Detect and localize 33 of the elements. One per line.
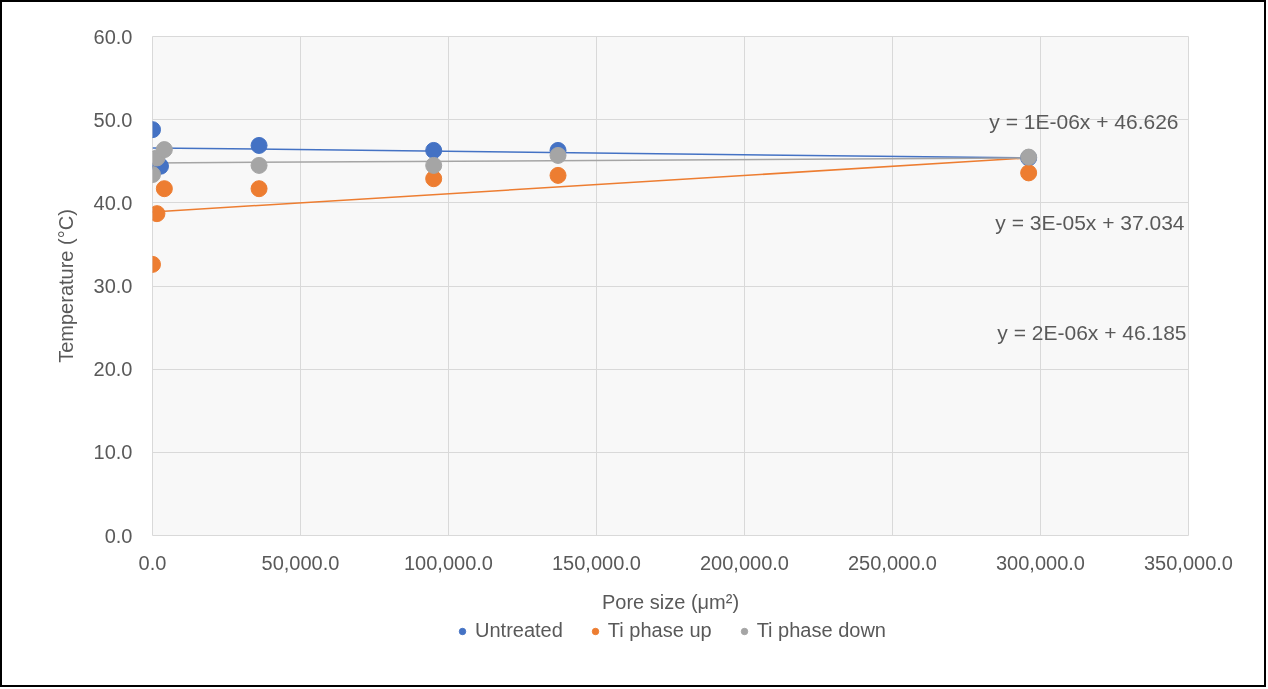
point bbox=[250, 156, 268, 174]
x-tick-label: 350,000.0 bbox=[1144, 551, 1233, 574]
y-tick-label: 30.0 bbox=[93, 275, 133, 297]
point bbox=[549, 146, 567, 164]
y-tick-label: 50.0 bbox=[93, 108, 133, 131]
point bbox=[155, 141, 173, 159]
point bbox=[250, 136, 268, 154]
y-axis-title: Temperature (°C) bbox=[54, 209, 77, 363]
x-tick-label: 50,000.0 bbox=[261, 551, 340, 574]
point bbox=[155, 180, 173, 198]
point bbox=[1020, 164, 1038, 182]
legend-label: Untreated bbox=[475, 619, 563, 642]
annotation: y = 1E-06x + 46.626 bbox=[989, 109, 1179, 133]
point bbox=[250, 180, 268, 198]
annotation: y = 3E-05x + 37.034 bbox=[995, 211, 1185, 235]
legend-label: Ti phase down bbox=[756, 619, 886, 642]
y-tick-label: 20.0 bbox=[93, 358, 133, 381]
point bbox=[425, 141, 443, 159]
x-tick-label: 150,000.0 bbox=[552, 551, 641, 574]
x-tick-label: 300,000.0 bbox=[996, 551, 1085, 574]
x-tick-label: 100,000.0 bbox=[404, 551, 493, 574]
x-tick-label: 250,000.0 bbox=[848, 551, 937, 574]
point bbox=[425, 156, 443, 174]
annotation: y = 2E-06x + 46.185 bbox=[997, 320, 1187, 344]
x-tick-label: 0.0 bbox=[138, 551, 167, 574]
legend-label: Ti phase up bbox=[607, 619, 712, 642]
y-tick-label: 40.0 bbox=[93, 191, 133, 214]
x-tick-label: 200,000.0 bbox=[700, 551, 789, 574]
point bbox=[549, 166, 567, 184]
y-tick-label: 0.0 bbox=[104, 524, 133, 547]
y-tick-label: 10.0 bbox=[93, 441, 133, 464]
x-axis-title: Pore size (μm²) bbox=[601, 590, 740, 613]
y-tick-label: 60.0 bbox=[93, 25, 133, 48]
